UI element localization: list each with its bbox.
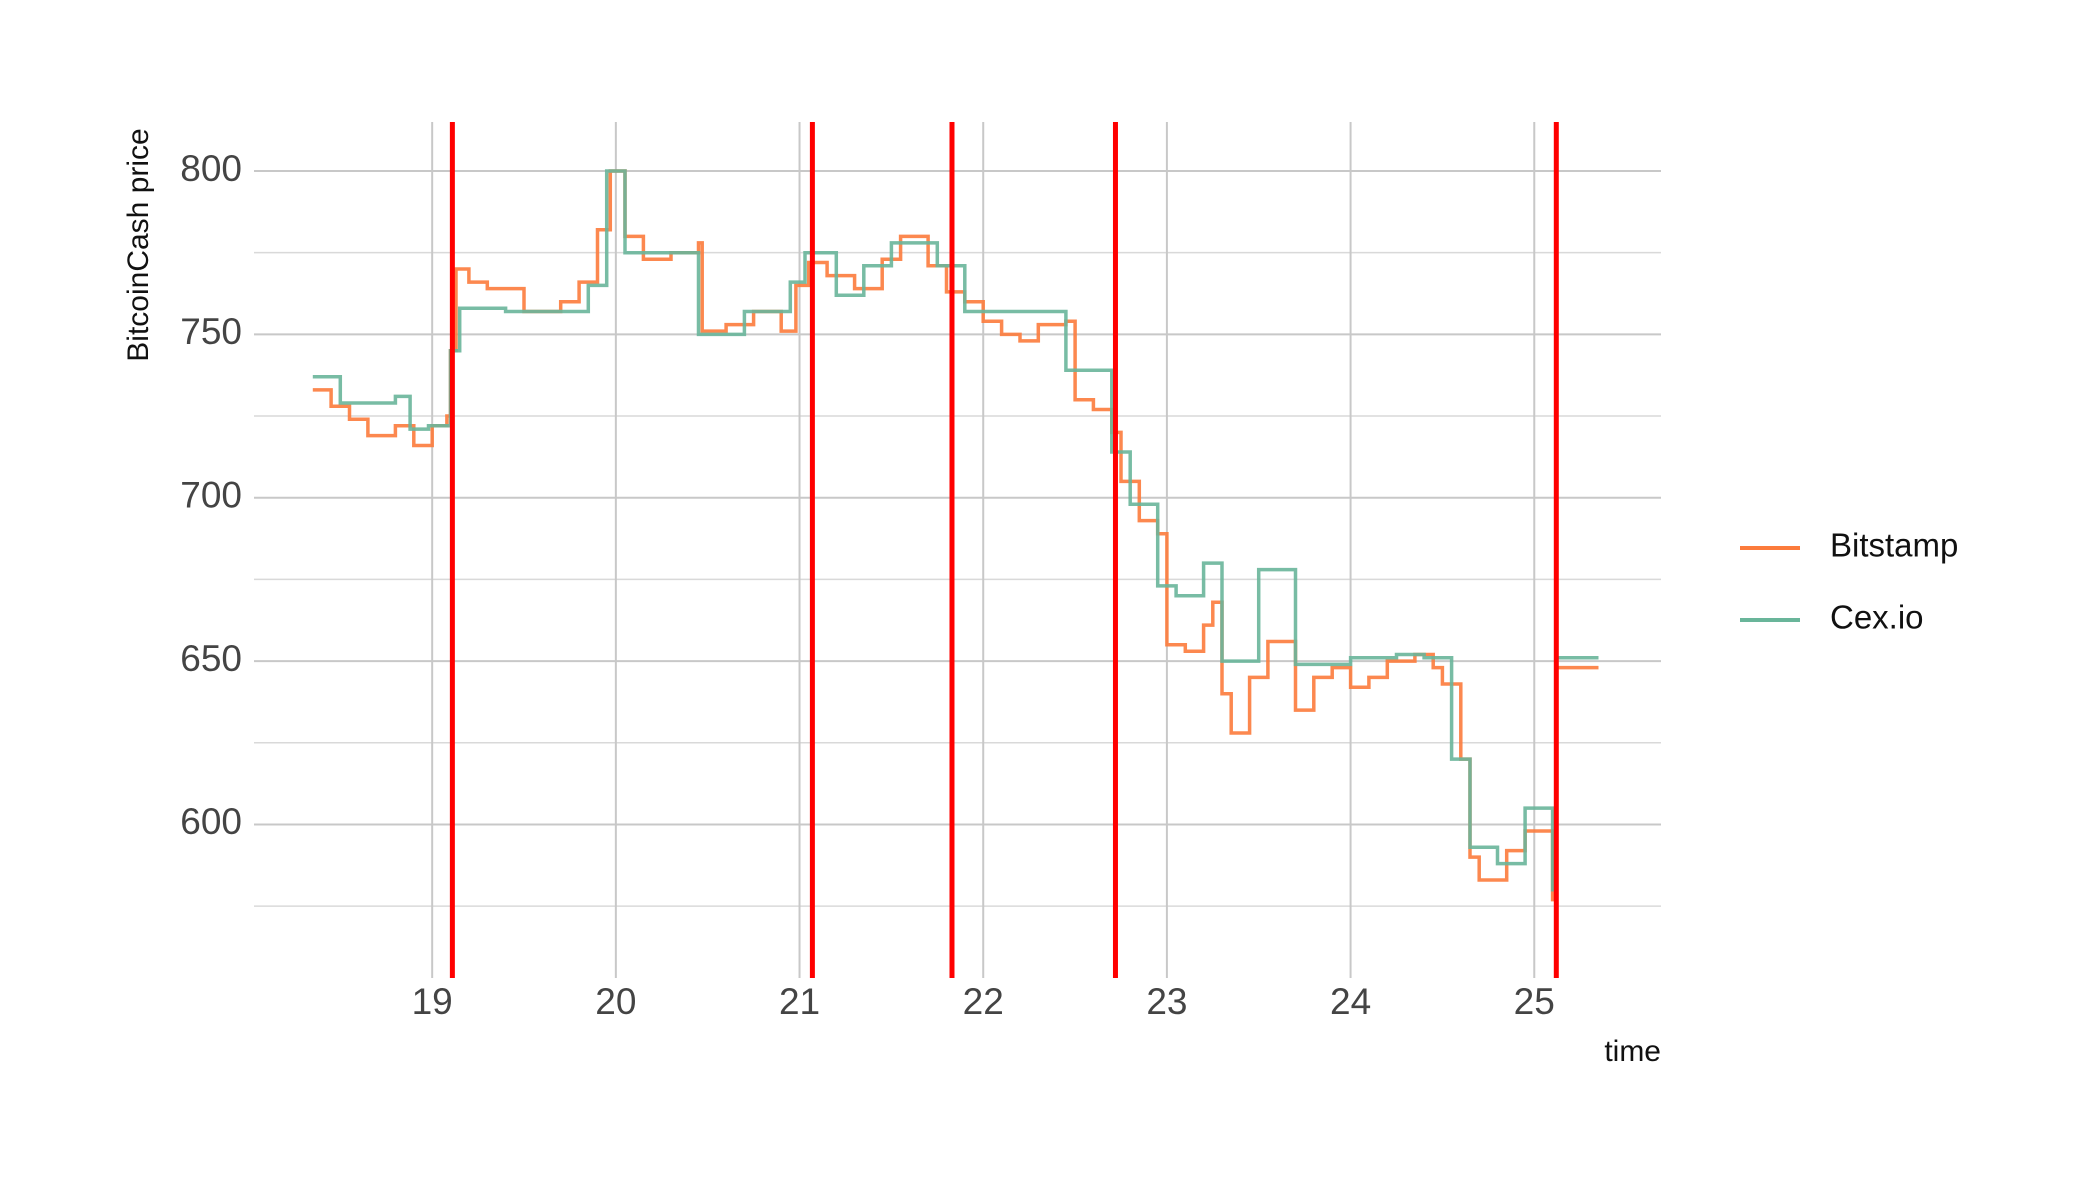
x-axis-label: time: [1604, 1035, 1661, 1068]
series-line: [312, 169, 1599, 902]
x-tick-label: 21: [779, 981, 820, 1022]
y-tick-label: 800: [180, 148, 242, 189]
y-axis-label: BitcoinCash price: [122, 128, 155, 361]
series-line: [312, 169, 1599, 892]
x-tick-label: 22: [963, 981, 1004, 1022]
x-tick-label: 25: [1514, 981, 1555, 1022]
x-tick-label: 24: [1330, 981, 1371, 1022]
legend-label: Bitstamp: [1830, 527, 1958, 564]
x-tick-label: 19: [412, 981, 453, 1022]
y-tick-label: 700: [180, 475, 242, 516]
y-tick-label: 600: [180, 801, 242, 842]
x-tick-label: 20: [595, 981, 636, 1022]
x-tick-label: 23: [1146, 981, 1187, 1022]
y-tick-label: 650: [180, 638, 242, 679]
legend-label: Cex.io: [1830, 599, 1924, 636]
y-tick-label: 750: [180, 311, 242, 352]
